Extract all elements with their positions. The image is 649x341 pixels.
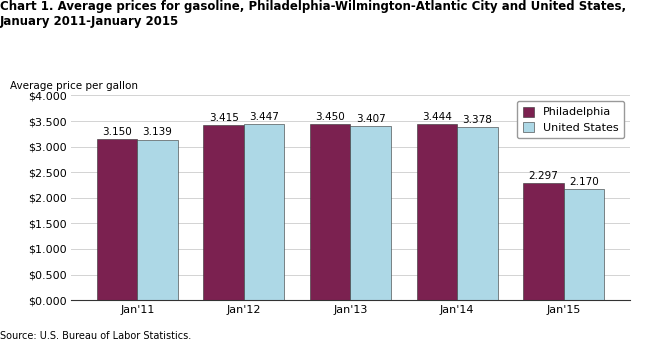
Bar: [417, 124, 457, 300]
Text: January 2011-January 2015: January 2011-January 2015: [0, 15, 179, 28]
Text: 3.450: 3.450: [315, 112, 345, 122]
Text: 3.415: 3.415: [209, 113, 239, 123]
Bar: [97, 139, 138, 300]
Bar: [457, 127, 498, 300]
Bar: [563, 189, 604, 300]
Text: 3.447: 3.447: [249, 112, 279, 122]
Bar: [310, 124, 350, 300]
Text: 2.170: 2.170: [569, 177, 599, 187]
Legend: Philadelphia, United States: Philadelphia, United States: [517, 101, 624, 138]
Text: 3.150: 3.150: [102, 127, 132, 137]
Text: Chart 1. Average prices for gasoline, Philadelphia-Wilmington-Atlantic City and : Chart 1. Average prices for gasoline, Ph…: [0, 0, 626, 13]
Bar: [350, 126, 391, 300]
Text: 3.378: 3.378: [462, 115, 492, 125]
Text: Source: U.S. Bureau of Labor Statistics.: Source: U.S. Bureau of Labor Statistics.: [0, 331, 191, 341]
Text: 3.407: 3.407: [356, 114, 386, 124]
Bar: [523, 182, 563, 300]
Bar: [203, 125, 244, 300]
Bar: [138, 139, 178, 300]
Text: 3.139: 3.139: [143, 128, 173, 137]
Text: Average price per gallon: Average price per gallon: [10, 81, 138, 91]
Bar: [244, 124, 284, 300]
Text: 2.297: 2.297: [528, 170, 558, 180]
Text: 3.444: 3.444: [422, 112, 452, 122]
